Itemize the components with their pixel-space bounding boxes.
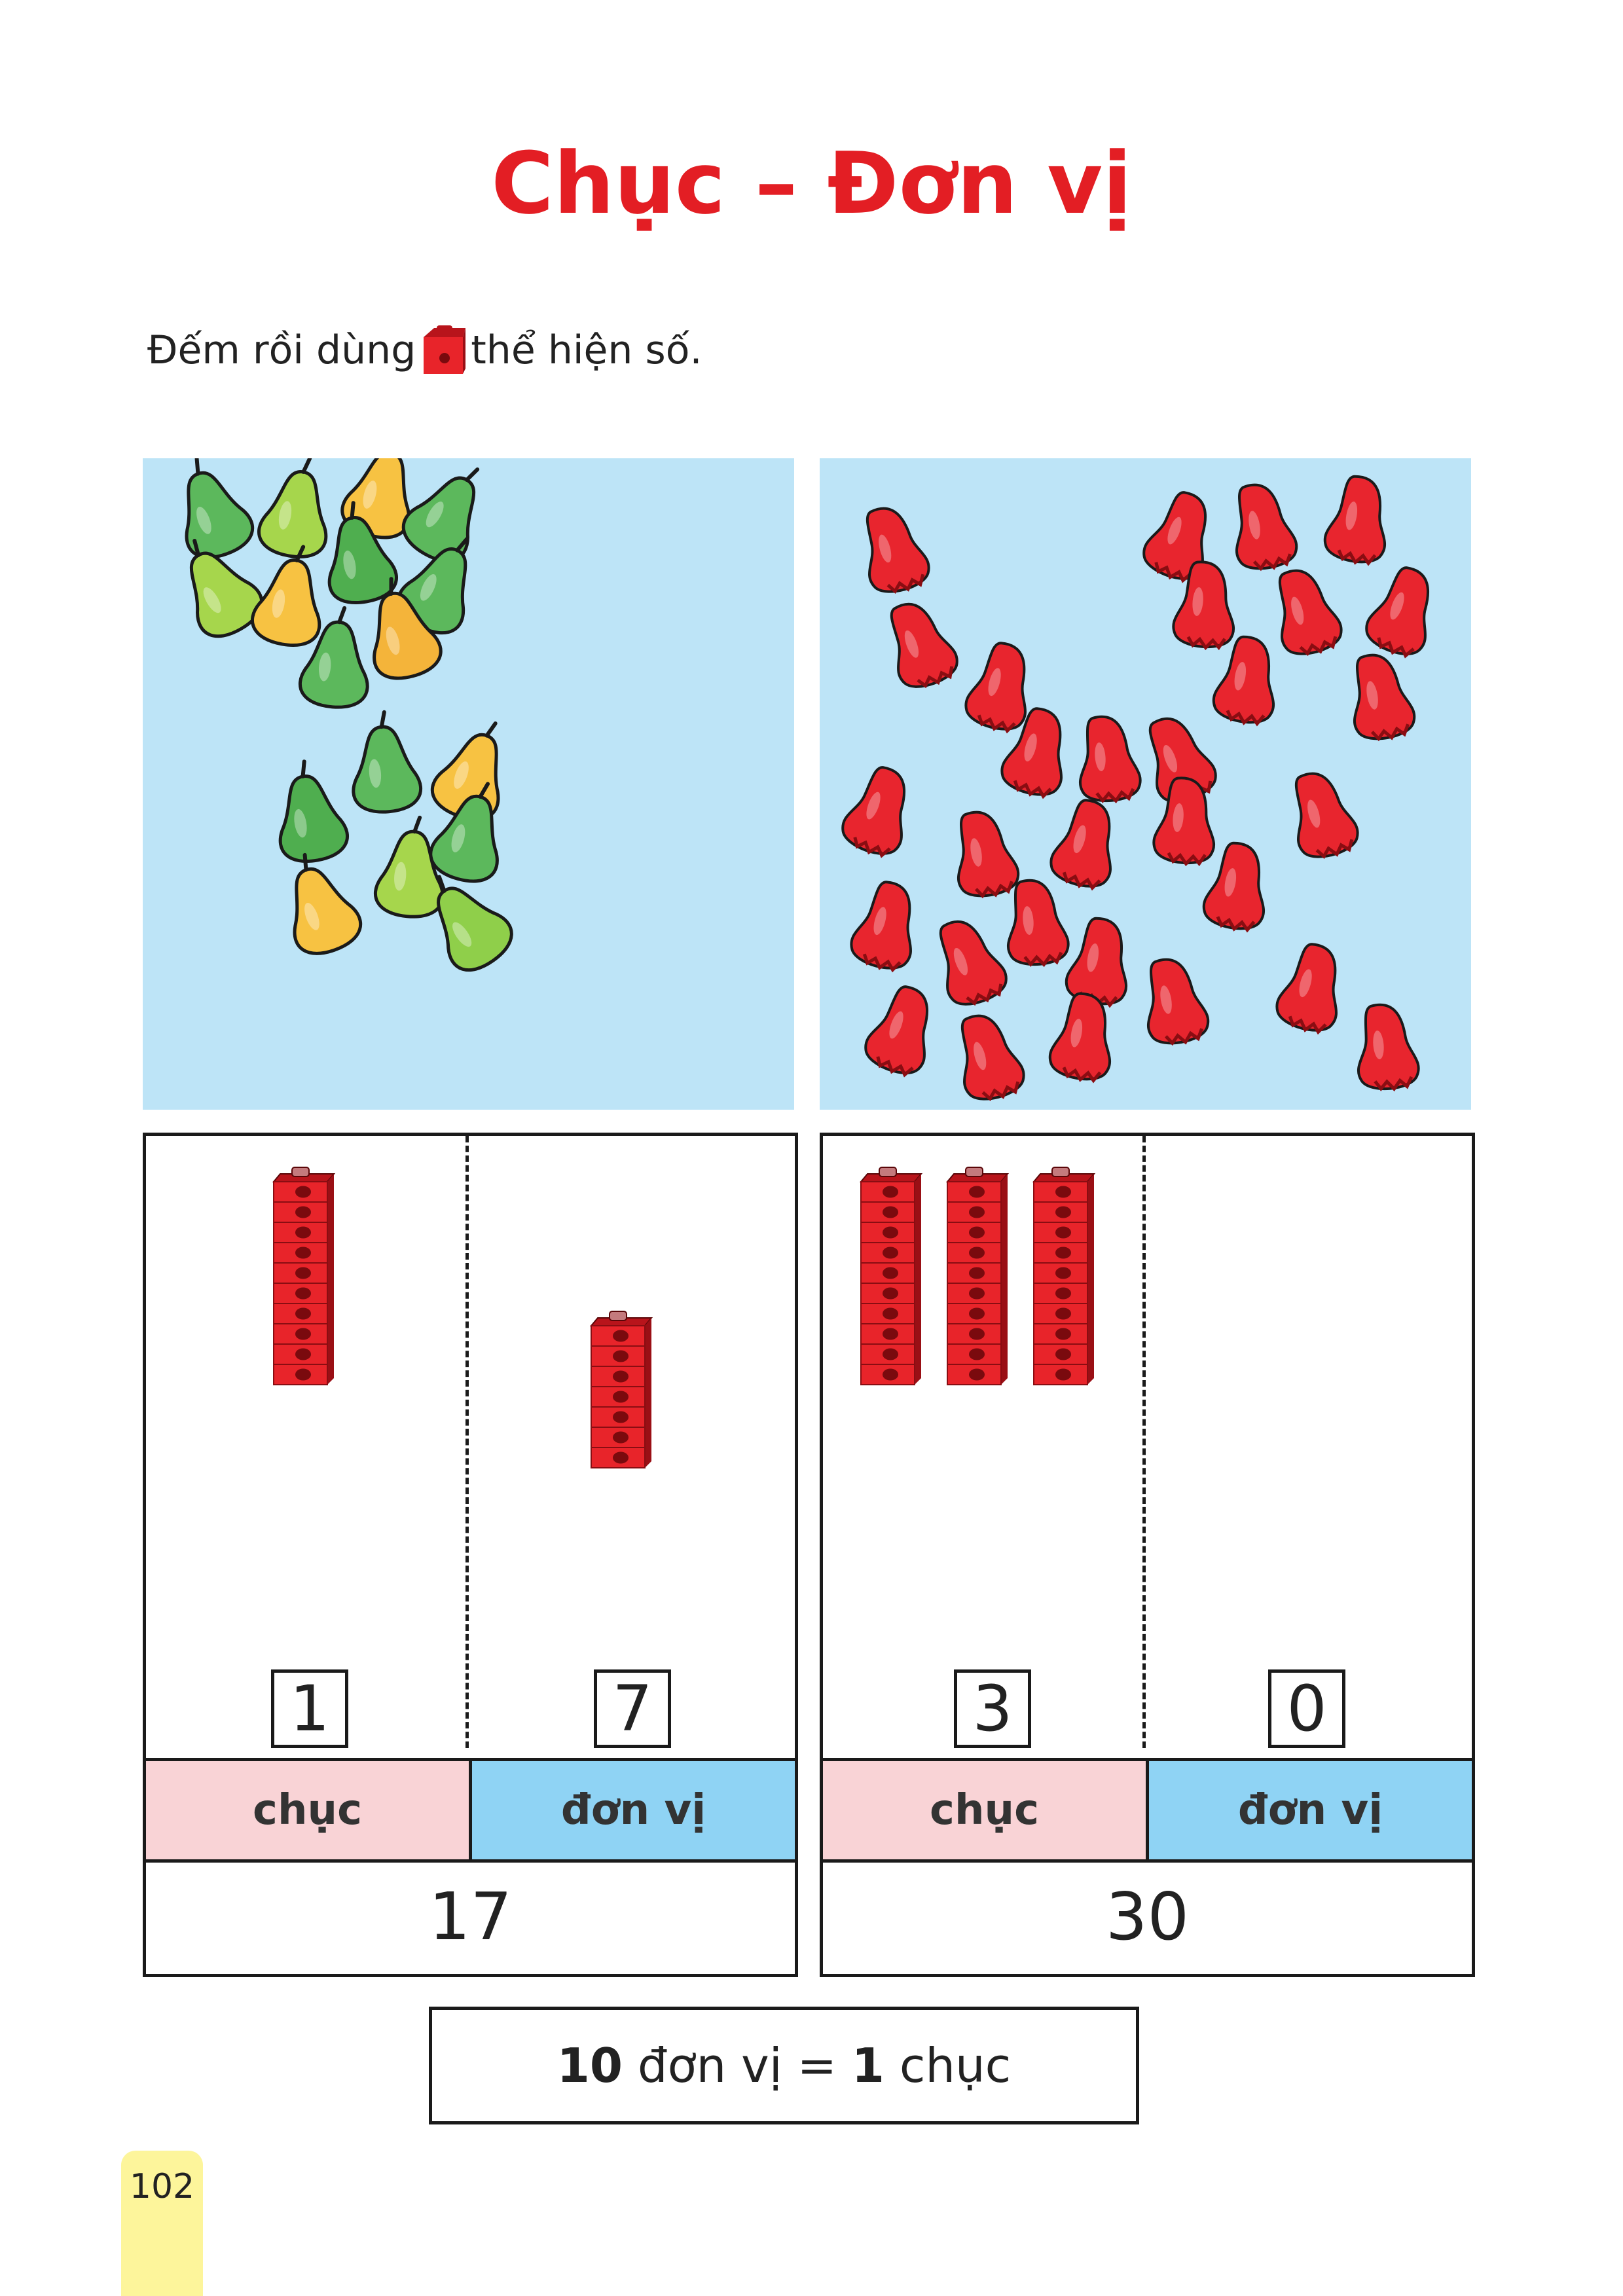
rule-box: 10 đơn vị = 1 chục [429,2007,1139,2124]
page-tab [121,2151,203,2296]
rose-apple-icon [1152,776,1215,867]
rose-apple-icon [1142,491,1207,583]
rose-apple-icon [1294,772,1359,860]
chuc-label: chục [823,1761,1149,1859]
rose-apple-icon [1235,483,1298,572]
rose-apple-icon [1007,879,1070,968]
rose-apple-icon [1278,569,1343,657]
rose-apple-icon [864,985,928,1078]
rose-apples-picture [820,458,1471,1110]
cube-towers [272,1167,653,1468]
instruction-text-before: Đếm rồi dùng [147,327,416,373]
donvi-label: đơn vị [472,1761,795,1859]
total-number: 30 [1105,1878,1190,1955]
page-number: 102 [129,2167,195,2206]
chuc-label: chục [146,1761,472,1859]
rose-apple-icon [1147,958,1210,1046]
tens-digit-box: 3 [954,1669,1031,1748]
rose-apple-icon [1049,799,1112,891]
rule-text-chuc: chục [899,2038,1012,2093]
rule-number-one: 1 [851,2038,884,2093]
rose-apple-icon [957,811,1020,899]
rose-apple-icon [1079,715,1142,804]
rose-apple-icon [1323,475,1386,566]
pear-icon [437,875,513,972]
ones-digit-box: 0 [1268,1669,1345,1748]
pear-icon [189,538,264,638]
rose-apple-icon [1202,841,1265,933]
rose-apple-icon [1000,707,1063,799]
rose-apple-icon [1172,560,1235,651]
tens-digit-box: 1 [271,1669,348,1748]
cube-towers [859,1167,1096,1385]
pear-icon [373,815,445,919]
pear-icon [401,467,480,563]
rose-apple-icon [850,881,912,973]
dashed-divider [465,1136,469,1748]
rose-apple-icon [1357,1003,1420,1092]
page-title: Chục – Đơn vị [491,134,1132,233]
cube-tower [945,1167,1010,1385]
rose-apple-icon [1365,566,1429,659]
cube-tower [859,1167,923,1385]
rose-apple-icon [939,920,1008,1006]
rose-apple-icon [1275,943,1338,1035]
dashed-divider [1142,1136,1146,1748]
ones-digit-box: 7 [594,1669,671,1748]
red-cube-icon [424,325,466,374]
pears-picture [143,458,794,1110]
pear-icon [251,545,321,647]
pear-icon [257,458,328,558]
rose-apple-icon [841,766,905,858]
cube-tower [589,1311,653,1468]
pear-icon [373,577,443,680]
place-value-header: chục đơn vị [146,1758,795,1863]
pear-icon [429,782,499,883]
rose-apple-icon [1212,635,1275,727]
place-value-frame-1: 1 7 chục đơn vị 17 [143,1133,798,1977]
cube-tower [1032,1167,1096,1385]
rose-apple-icon [1353,653,1416,742]
rule-text-donvi: đơn vị = [637,2038,837,2093]
rose-apple-icon [960,1014,1025,1102]
rule-number-ten: 10 [556,2038,623,2093]
pear-icon [185,458,255,559]
instruction-text-after: thể hiện số. [471,327,702,373]
donvi-label: đơn vị [1149,1761,1472,1859]
place-value-header: chục đơn vị [823,1758,1472,1863]
total-number: 17 [428,1878,513,1955]
rose-apple-icon [1048,992,1111,1084]
place-value-frame-2: 3 0 chục đơn vị 30 [820,1133,1475,1977]
pear-icon [293,852,363,955]
pear-icon [278,759,349,863]
rose-apple-icon [890,602,958,689]
pear-icon [327,501,398,604]
pear-icon [352,710,423,814]
rose-apple-icon [1065,917,1127,1008]
rose-apple-icon [866,507,930,594]
pear-icon [298,606,369,709]
rose-apple-icon [964,642,1027,734]
instruction: Đếm rồi dùng thể hiện số. [147,321,702,380]
cube-tower [272,1167,336,1385]
